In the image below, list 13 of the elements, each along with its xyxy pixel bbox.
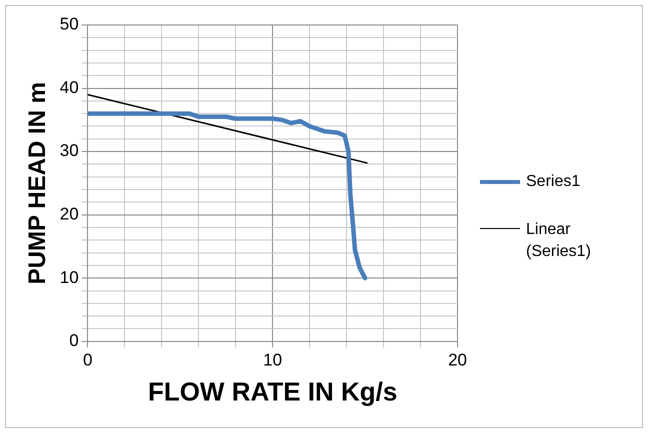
x-tick-label: 0 [82, 350, 92, 370]
y-tick-label: 30 [60, 141, 79, 160]
y-axis-title: PUMP HEAD IN m [24, 82, 52, 284]
y-tick-label: 40 [60, 78, 79, 97]
legend-label: Series1 [526, 172, 580, 192]
y-tick-label: 0 [69, 331, 79, 350]
legend-label: Linear (Series1) [526, 220, 592, 262]
x-axis-title: FLOW RATE IN Kg/s [148, 376, 398, 407]
y-tick-label: 10 [60, 268, 79, 287]
x-tick-label: 10 [263, 350, 282, 370]
x-tick-label: 20 [448, 350, 468, 370]
y-tick-label: 50 [60, 14, 79, 34]
y-tick-label: 20 [60, 204, 79, 224]
